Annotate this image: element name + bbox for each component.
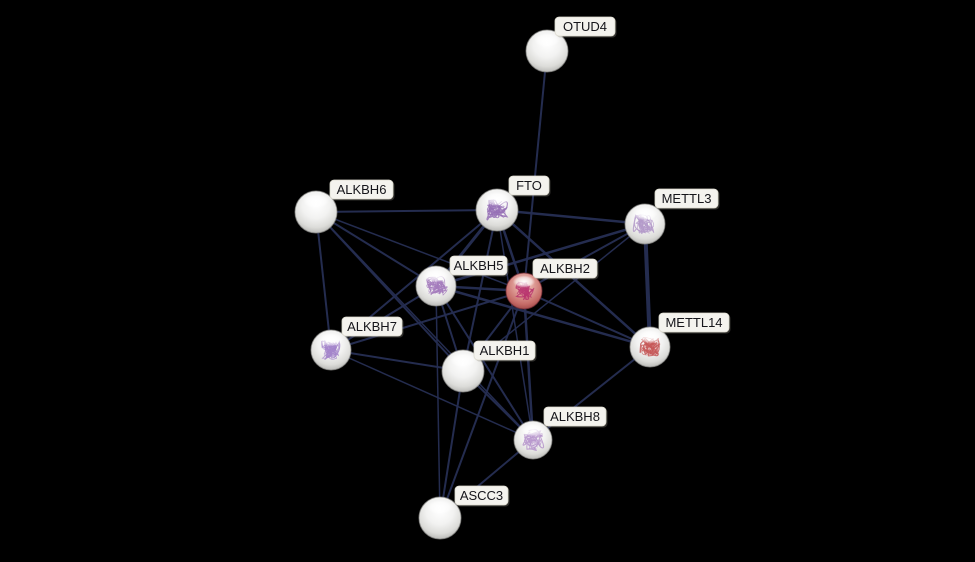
edge-ALKBH7-ALKBH8[interactable] (330, 349, 534, 441)
node-label-group-alkbh5[interactable]: ALKBH5 (449, 255, 509, 277)
sphere-highlight (449, 352, 477, 368)
sphere-highlight (318, 332, 344, 347)
node-label-group-mettl3[interactable]: METTL3 (654, 188, 720, 210)
node-label-group-alkbh1[interactable]: ALKBH1 (473, 340, 537, 362)
edge-ALKBH2-ALKBH7[interactable] (330, 290, 525, 351)
node-label-group-alkbh6[interactable]: ALKBH6 (329, 179, 395, 201)
sphere-highlight (632, 206, 658, 221)
node-label[interactable]: ALKBH2 (540, 261, 590, 276)
protein-node-ascc3[interactable] (418, 496, 462, 540)
sphere-highlight (426, 499, 454, 515)
sphere-highlight (302, 193, 330, 209)
edge-METTL3-ALKBH5[interactable] (435, 222, 646, 288)
edges-layer (315, 50, 652, 519)
edge-METTL3-METTL14[interactable] (643, 223, 652, 348)
edge-OTUD4-ALKBH2[interactable] (523, 50, 548, 292)
node-label[interactable]: METTL3 (662, 191, 712, 206)
sphere-highlight (483, 191, 511, 207)
node-label-group-mettl14[interactable]: METTL14 (658, 312, 731, 334)
node-label[interactable]: ALKBH5 (454, 258, 504, 273)
edge-ALKBH6-ALKBH5[interactable] (315, 211, 437, 287)
edge-ALKBH5-ASCC3[interactable] (435, 285, 441, 519)
edge-FTO-METTL14[interactable] (496, 209, 651, 348)
nodes-layer (294, 29, 671, 540)
edge-ALKBH6-ALKBH7[interactable] (315, 211, 332, 351)
protein-node-mettl14[interactable] (629, 326, 671, 368)
edge-ALKBH6-ALKBH8[interactable] (315, 211, 534, 441)
edge-ALKBH5-ALKBH8[interactable] (435, 285, 534, 441)
edge-FTO-METTL3[interactable] (496, 208, 646, 226)
node-label-group-alkbh7[interactable]: ALKBH7 (341, 316, 404, 338)
node-label[interactable]: FTO (516, 178, 542, 193)
protein-node-alkbh2[interactable] (505, 272, 543, 310)
node-label-group-alkbh2[interactable]: ALKBH2 (532, 258, 599, 280)
node-label[interactable]: METTL14 (665, 315, 722, 330)
sphere-highlight (512, 275, 536, 288)
node-label-group-ascc3[interactable]: ASCC3 (454, 485, 510, 507)
node-label[interactable]: ALKBH6 (337, 182, 387, 197)
edge-ALKBH2-ASCC3[interactable] (439, 290, 525, 519)
sphere-highlight (521, 423, 545, 437)
protein-node-alkbh5[interactable] (415, 265, 457, 307)
sphere-highlight (423, 268, 449, 283)
edge-ALKBH1-ASCC3[interactable] (439, 370, 464, 519)
edge-FTO-ALKBH8[interactable] (496, 209, 534, 441)
node-label[interactable]: ASCC3 (460, 488, 503, 503)
edge-ALKBH7-ALKBH1[interactable] (330, 349, 464, 372)
protein-node-fto[interactable] (475, 188, 519, 232)
edge-FTO-ALKBH6[interactable] (315, 209, 498, 213)
edge-ALKBH2-ALKBH8[interactable] (522, 290, 535, 441)
sphere-highlight (533, 32, 561, 48)
edge-FTO-ALKBH1[interactable] (462, 209, 498, 372)
edge-ALKBH5-METTL14[interactable] (435, 284, 651, 349)
protein-node-alkbh6[interactable] (294, 190, 338, 234)
node-label-group-otud4[interactable]: OTUD4 (554, 16, 617, 38)
node-label-group-alkbh8[interactable]: ALKBH8 (543, 406, 608, 428)
node-label[interactable]: ALKBH8 (550, 409, 600, 424)
protein-node-alkbh7[interactable] (310, 329, 352, 371)
labels-layer: OTUD4 FTO ALKBH6 METTL3 ALKBH5 ALKBH2 ALKBH7 ME… (329, 16, 731, 507)
sphere-highlight (637, 329, 663, 344)
protein-node-mettl3[interactable] (624, 203, 666, 245)
protein-node-alkbh8[interactable] (513, 420, 553, 460)
node-label[interactable]: ALKBH7 (347, 319, 397, 334)
node-label[interactable]: OTUD4 (563, 19, 607, 34)
protein-node-otud4[interactable] (525, 29, 569, 73)
node-label[interactable]: ALKBH1 (480, 343, 530, 358)
edge-METTL3-ALKBH2[interactable] (523, 223, 646, 292)
node-label-group-fto[interactable]: FTO (508, 175, 551, 197)
edge-ALKBH2-METTL14[interactable] (523, 290, 651, 348)
edge-ALKBH6-ALKBH2[interactable] (315, 211, 525, 292)
protein-node-alkbh1[interactable] (441, 349, 485, 393)
